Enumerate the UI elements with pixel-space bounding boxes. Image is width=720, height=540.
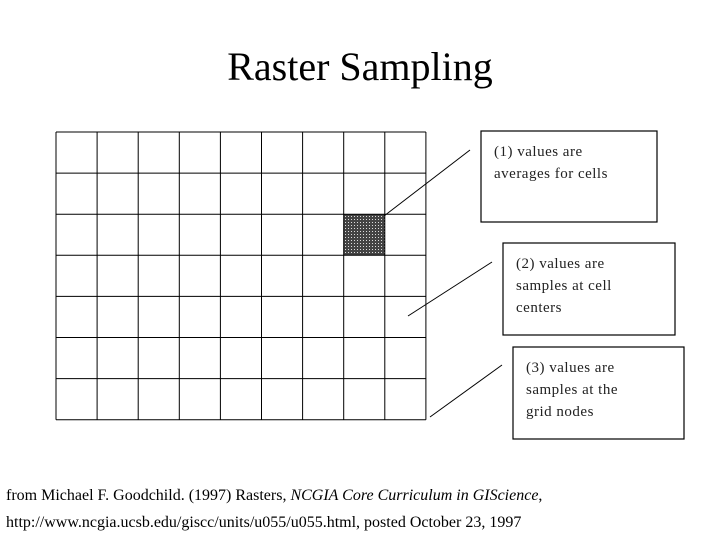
callout-leader — [407, 261, 493, 317]
callout-box — [502, 242, 676, 336]
callout-box — [512, 346, 685, 440]
callouts: (1) values are averages for cells (2) valu… — [383, 130, 685, 440]
callout-text: (3) values are — [526, 360, 615, 376]
raster-grid — [55, 131, 427, 421]
callout-text: (2) values are — [516, 256, 605, 272]
callout-text: centers — [516, 300, 562, 316]
citation-italic: NCGIA Core Curriculum in GIScience — [289, 487, 538, 504]
callout-text: samples at cell — [516, 278, 612, 294]
slide-title: Raster Sampling — [227, 44, 493, 89]
callout-text: grid nodes — [526, 404, 594, 420]
callout-text: samples at the — [526, 382, 618, 398]
shaded-cell — [343, 214, 385, 256]
callout-text: (1) values are — [494, 144, 583, 160]
citation-text: from Michael F. Goodchild. (1997) Raster… — [6, 487, 290, 504]
callout-leader — [429, 364, 503, 418]
citation-text: , — [538, 487, 542, 504]
callout-leader — [383, 149, 471, 217]
callout-text: averages for cells — [494, 166, 608, 182]
citation-url: http://www.ncgia.ucsb.edu/giscc/units/u0… — [6, 514, 521, 531]
citation: from Michael F. Goodchild. (1997) Raster… — [6, 487, 542, 504]
callout-box — [480, 130, 658, 223]
